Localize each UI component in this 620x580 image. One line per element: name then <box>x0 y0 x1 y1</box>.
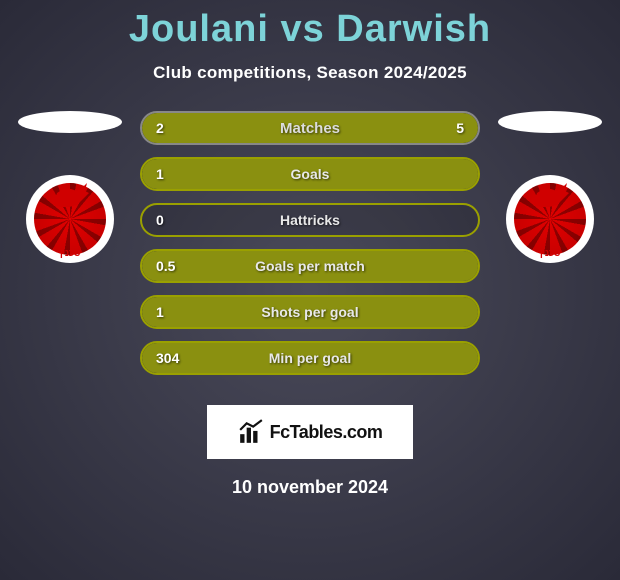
stat-row: 0Hattricks <box>140 203 480 237</box>
stat-value-left: 2 <box>142 120 202 136</box>
subtitle: Club competitions, Season 2024/2025 <box>0 63 620 83</box>
date-label: 10 november 2024 <box>0 477 620 498</box>
player-right-col: סכנין <box>498 111 602 263</box>
page-title: Joulani vs Darwish <box>0 0 620 51</box>
stat-label: Min per goal <box>202 350 418 366</box>
stat-row: 0.5Goals per match <box>140 249 480 283</box>
stat-label: Hattricks <box>202 212 418 228</box>
stat-row: 1Shots per goal <box>140 295 480 329</box>
stat-label: Matches <box>202 120 418 137</box>
brand-text: FcTables.com <box>270 422 383 443</box>
stat-label: Goals per match <box>202 258 418 274</box>
club-name-right: סכנין <box>506 248 594 259</box>
stat-row: 2Matches5 <box>140 111 480 145</box>
stat-label: Goals <box>202 166 418 182</box>
brand-badge[interactable]: FcTables.com <box>207 405 413 459</box>
stat-row: 1Goals <box>140 157 480 191</box>
player-left-placeholder <box>18 111 122 133</box>
stat-value-left: 0 <box>142 212 202 228</box>
stat-value-right: 5 <box>418 120 478 136</box>
stat-value-left: 1 <box>142 166 202 182</box>
club-badge-left: סכנין <box>26 175 114 263</box>
stat-value-left: 304 <box>142 350 202 366</box>
stats-list: 2Matches51Goals0Hattricks0.5Goals per ma… <box>140 111 480 387</box>
stat-value-left: 1 <box>142 304 202 320</box>
comparison-panel: סכנין 2Matches51Goals0Hattricks0.5Goals … <box>0 111 620 387</box>
club-badge-right: סכנין <box>506 175 594 263</box>
goat-icon <box>47 179 93 211</box>
goat-icon <box>527 179 573 211</box>
stat-label: Shots per goal <box>202 304 418 320</box>
stat-value-left: 0.5 <box>142 258 202 274</box>
club-name-left: סכנין <box>26 248 114 259</box>
chart-icon <box>238 419 264 445</box>
player-left-col: סכנין <box>18 111 122 263</box>
player-right-placeholder <box>498 111 602 133</box>
stat-row: 304Min per goal <box>140 341 480 375</box>
